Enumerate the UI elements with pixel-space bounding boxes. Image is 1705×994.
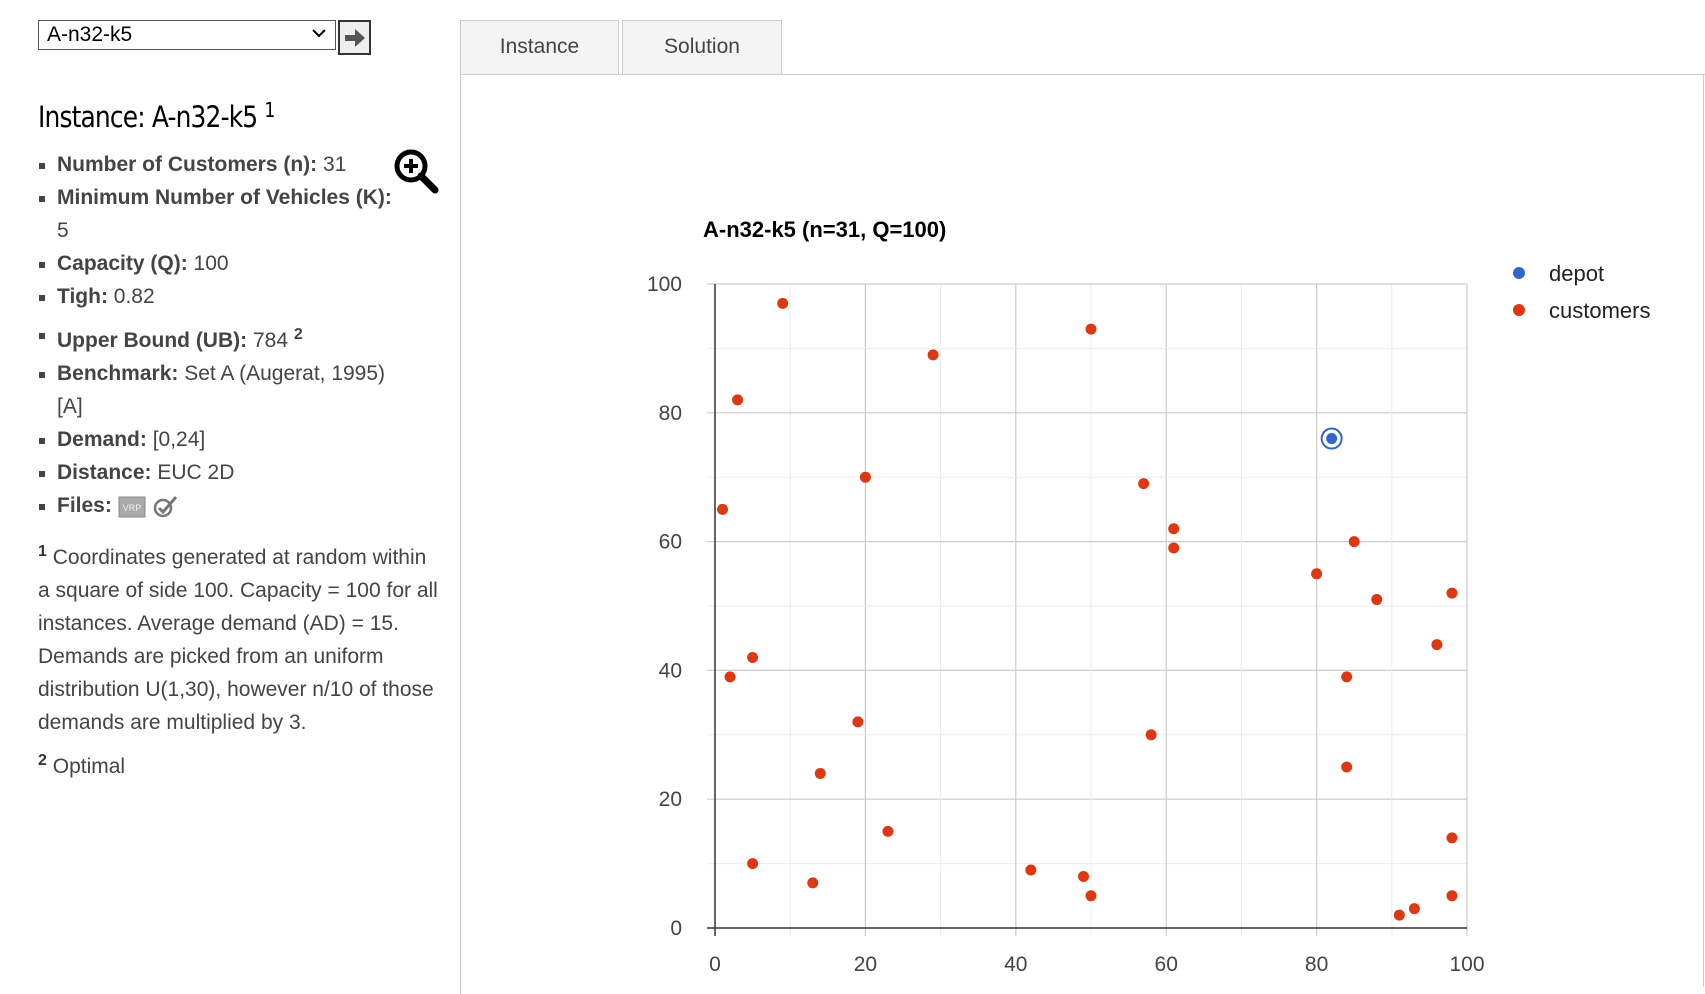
tab-instance[interactable]: Instance	[460, 20, 619, 74]
chart-legend: depot customers	[1513, 261, 1650, 323]
customer-point	[1408, 903, 1420, 915]
instance-panel: 0 20 40 60 80 100 0 20 40 60 80 100 A-n32-k5 (n=31,…	[460, 74, 1705, 994]
x-tick-label: 100	[1449, 953, 1484, 976]
prop-vehicles: Minimum Number of Vehicles (K): 5	[39, 181, 397, 247]
customer-point	[859, 471, 871, 483]
customer-point	[1348, 536, 1360, 548]
y-tick-label: 100	[647, 273, 682, 296]
chart-points	[717, 297, 1458, 921]
customer-point	[724, 671, 736, 683]
depot-point	[1326, 433, 1338, 445]
customer-point	[747, 652, 759, 664]
x-tick-label: 20	[854, 953, 877, 976]
customer-point	[777, 297, 789, 309]
prop-capacity: Capacity (Q): 100	[39, 247, 397, 280]
zoom-in-icon[interactable]	[393, 148, 439, 194]
legend-marker-depot	[1513, 267, 1525, 279]
panel-border	[1703, 74, 1704, 987]
customer-point	[1138, 478, 1150, 490]
scatter-chart: 0 20 40 60 80 100 0 20 40 60 80 100 A-n32-k5 (n=31,…	[647, 217, 1651, 976]
customer-point	[814, 767, 826, 779]
arrow-right-icon	[345, 29, 365, 47]
instance-properties: Number of Customers (n): 31 Minimum Numb…	[38, 148, 397, 523]
chart-grid	[707, 283, 1468, 936]
instance-select[interactable]: A-n32-k5	[38, 20, 336, 50]
customer-point	[1431, 639, 1443, 651]
x-tick-label: 0	[709, 953, 721, 976]
customer-point	[1025, 864, 1037, 876]
prop-demand: Demand: [0,24]	[39, 423, 397, 456]
prop-files: Files: VRP	[39, 489, 397, 523]
y-tick-label: 60	[659, 531, 682, 554]
customer-point	[1077, 870, 1089, 882]
customer-point	[1371, 594, 1383, 606]
tab-solution-label: Solution	[664, 35, 740, 58]
footnote-1: 1 Coordinates generated at random within…	[38, 542, 438, 734]
x-tick-label: 80	[1305, 953, 1328, 976]
customer-point	[1446, 832, 1458, 844]
instance-sidebar: Instance: A-n32-k5 1 Number of Customers…	[38, 98, 448, 783]
page-title-note: 1	[264, 98, 275, 122]
legend-label-depot: depot	[1549, 261, 1604, 286]
tab-solution[interactable]: Solution	[622, 20, 782, 74]
customer-point	[927, 349, 939, 361]
tab-instance-label: Instance	[499, 35, 580, 58]
customer-point	[1341, 671, 1353, 683]
go-button[interactable]	[338, 20, 371, 55]
customer-point	[1393, 909, 1405, 921]
customer-point	[1341, 761, 1353, 773]
page-title-name: A-n32-k5	[151, 100, 258, 134]
customer-point	[1311, 568, 1323, 580]
y-tick-label: 80	[659, 402, 682, 425]
y-tick-label: 20	[659, 788, 682, 811]
chart-title: A-n32-k5 (n=31, Q=100)	[703, 217, 946, 242]
customer-point	[852, 716, 864, 728]
prop-upper-bound: Upper Bound (UB): 784 2	[39, 318, 397, 357]
vrp-file-icon[interactable]: VRP	[118, 496, 146, 518]
customer-point	[1168, 542, 1180, 554]
customer-point	[1085, 323, 1097, 335]
customer-point	[807, 877, 819, 889]
y-tick-label: 0	[670, 917, 682, 940]
solution-file-icon[interactable]	[152, 495, 178, 519]
svg-text:VRP: VRP	[122, 503, 141, 513]
customer-point	[1145, 729, 1157, 741]
x-tick-label: 60	[1155, 953, 1178, 976]
chart-ticks: 0 20 40 60 80 100 0 20 40 60 80 100	[647, 273, 1485, 976]
instance-select-value: A-n32-k5	[47, 23, 133, 46]
footnote-2: 2 Optimal	[38, 751, 126, 778]
customer-point	[747, 858, 759, 870]
customer-point	[1085, 890, 1097, 902]
customer-point	[732, 394, 744, 406]
prop-benchmark: Benchmark: Set A (Augerat, 1995) [A]	[39, 357, 397, 423]
page-title: Instance: A-n32-k5 1	[38, 98, 391, 134]
legend-label-customers: customers	[1549, 298, 1650, 323]
prop-customers: Number of Customers (n): 31	[39, 148, 397, 181]
chevron-down-icon	[312, 29, 326, 38]
upper-bound-note: 2	[293, 326, 303, 343]
customer-point	[882, 825, 894, 837]
page-title-prefix: Instance:	[38, 100, 152, 134]
chart-axes	[707, 284, 1467, 936]
y-tick-label: 40	[659, 659, 682, 682]
customer-point	[1168, 523, 1180, 535]
customer-point	[1446, 587, 1458, 599]
x-tick-label: 40	[1004, 953, 1027, 976]
prop-tigh: Tigh: 0.82	[39, 280, 397, 313]
customer-point	[1446, 890, 1458, 902]
legend-marker-customers	[1513, 304, 1525, 316]
footnotes: 1 Coordinates generated at random within…	[38, 535, 438, 783]
customer-point	[717, 503, 729, 515]
prop-distance: Distance: EUC 2D	[39, 456, 397, 489]
